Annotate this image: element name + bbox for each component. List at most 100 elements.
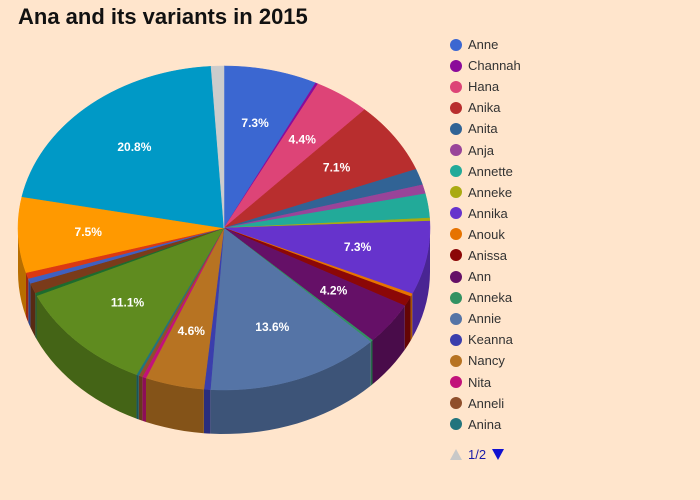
legend-item[interactable]: Ann [450, 266, 690, 287]
legend-label: Channah [468, 58, 521, 74]
pie-slice-side-9 [410, 293, 413, 341]
legend-label: Annika [468, 205, 508, 221]
legend-pager: 1/2 [450, 447, 505, 462]
pie-slice-side-21 [30, 283, 36, 337]
legend-swatch [450, 80, 462, 93]
legend-swatch [450, 312, 462, 325]
legend-swatch [450, 186, 462, 199]
legend-label: Anissa [468, 247, 508, 263]
pie-slice-side-8 [412, 228, 430, 338]
pie-slice-label: 13.6% [255, 320, 289, 334]
legend-swatch [450, 397, 462, 410]
pie-slice-label: 20.8% [117, 140, 151, 154]
legend-item[interactable]: Keanna [450, 329, 690, 350]
legend-label: Anneka [468, 290, 513, 306]
legend-swatch [450, 59, 462, 72]
pie-slice-side-15 [145, 377, 204, 434]
legend-item[interactable]: Anouk [450, 224, 690, 245]
legend-label: Anika [468, 100, 501, 116]
legend-swatch [450, 101, 462, 114]
pie-slice-0[interactable] [223, 65, 317, 229]
pie-slice-8[interactable] [223, 220, 431, 295]
legend-page-indicator: 1/2 [468, 447, 487, 462]
pie-slice-side-16 [142, 376, 146, 422]
legend: Anne Channah Hana Anika Anita Anja Annette Anne… [450, 34, 690, 435]
pie-slice-13[interactable] [210, 227, 372, 391]
legend-label: Nancy [468, 353, 505, 369]
legend-item[interactable]: Anina [450, 414, 690, 435]
legend-label: Annette [468, 163, 513, 179]
legend-swatch [450, 122, 462, 135]
legend-item[interactable]: Anita [450, 118, 690, 139]
pie-slice-19[interactable] [36, 227, 225, 375]
pie-slice-side-24 [18, 228, 26, 317]
legend-item[interactable]: Anissa [450, 245, 690, 266]
pie-slice-15[interactable] [145, 227, 225, 390]
pie-slice-label: 7.5% [75, 225, 103, 239]
legend-label: Anita [468, 121, 498, 137]
legend-swatch [450, 376, 462, 389]
legend-label: Hana [468, 79, 500, 95]
pie-slice-side-17 [138, 375, 143, 421]
legend-item[interactable]: Channah [450, 55, 690, 76]
legend-item[interactable]: Hana [450, 76, 690, 97]
legend-item[interactable]: Anne [450, 34, 690, 55]
pie-slice-label: 4.4% [289, 133, 317, 147]
legend-swatch [450, 418, 462, 431]
pie-slice-side-19 [36, 295, 137, 419]
pie-labels: 7.3% 4.4% 7.1% 7.3% 4.2% 13.6% 4.6% 11.1% 7.5% 20… [75, 116, 372, 338]
legend-prev-page-icon[interactable] [450, 449, 462, 460]
pie-slice-side-20 [35, 292, 37, 340]
legend-item[interactable]: Nancy [450, 350, 690, 371]
legend-label: Anne [468, 37, 499, 53]
pie-slice-side-13 [210, 341, 371, 434]
chart-title: Ana and its variants in 2015 [18, 4, 308, 29]
legend-item[interactable]: Annie [450, 308, 690, 329]
pie-slice-26[interactable] [210, 65, 225, 229]
legend-item[interactable]: Annette [450, 161, 690, 182]
pie-slice-label: 4.2% [320, 283, 348, 297]
pie-slice-label: 4.6% [178, 324, 206, 338]
legend-label: Anneke [468, 184, 513, 200]
legend-item[interactable]: Annika [450, 203, 690, 224]
pie-slice-side-18 [136, 374, 139, 420]
pie-chart: 7.3% 4.4% 7.1% 7.3% 4.2% 13.6% 4.6% 11.1% 7.5% 20… [17, 65, 431, 434]
legend-label: Anja [468, 142, 495, 158]
legend-item[interactable]: Anneka [450, 287, 690, 308]
legend-swatch [450, 165, 462, 178]
legend-swatch [450, 249, 462, 262]
pie-slice-side-22 [28, 278, 31, 328]
pie-slice-side-23 [25, 272, 29, 323]
legend-swatch [450, 144, 462, 157]
legend-swatch [450, 38, 462, 51]
legend-next-page-icon[interactable] [492, 449, 505, 460]
pie-slice-2[interactable] [223, 83, 366, 229]
legend-label: Ann [468, 269, 492, 285]
pie-slice-11[interactable] [223, 227, 406, 341]
pie-slice-label: 7.1% [323, 160, 351, 174]
legend-label: Anouk [468, 226, 505, 242]
pie-slice-side-12 [370, 340, 373, 386]
legend-item[interactable]: Anja [450, 139, 690, 160]
pie-slice-label: 7.3% [344, 240, 372, 254]
legend-label: Nita [468, 374, 492, 390]
legend-item[interactable]: Nita [450, 372, 690, 393]
legend-swatch [450, 354, 462, 367]
legend-item[interactable]: Anneli [450, 393, 690, 414]
legend-label: Keanna [468, 332, 513, 348]
pie-slice-3[interactable] [223, 109, 417, 229]
legend-swatch [450, 228, 462, 241]
legend-label: Anneli [468, 395, 505, 411]
legend-item[interactable]: Anika [450, 97, 690, 118]
pie-slice-24[interactable] [17, 196, 225, 273]
pie-top [17, 65, 431, 391]
pie-slice-side-10 [404, 296, 411, 350]
pie-slice-25[interactable] [21, 66, 225, 229]
legend-item[interactable]: Anneke [450, 182, 690, 203]
legend-label: Anina [468, 416, 502, 432]
pie-side-walls [18, 228, 430, 434]
pie-slice-label: 11.1% [111, 295, 145, 309]
pie-slice-side-14 [203, 389, 211, 434]
legend-swatch [450, 333, 462, 346]
pie-slice-side-11 [372, 305, 405, 385]
